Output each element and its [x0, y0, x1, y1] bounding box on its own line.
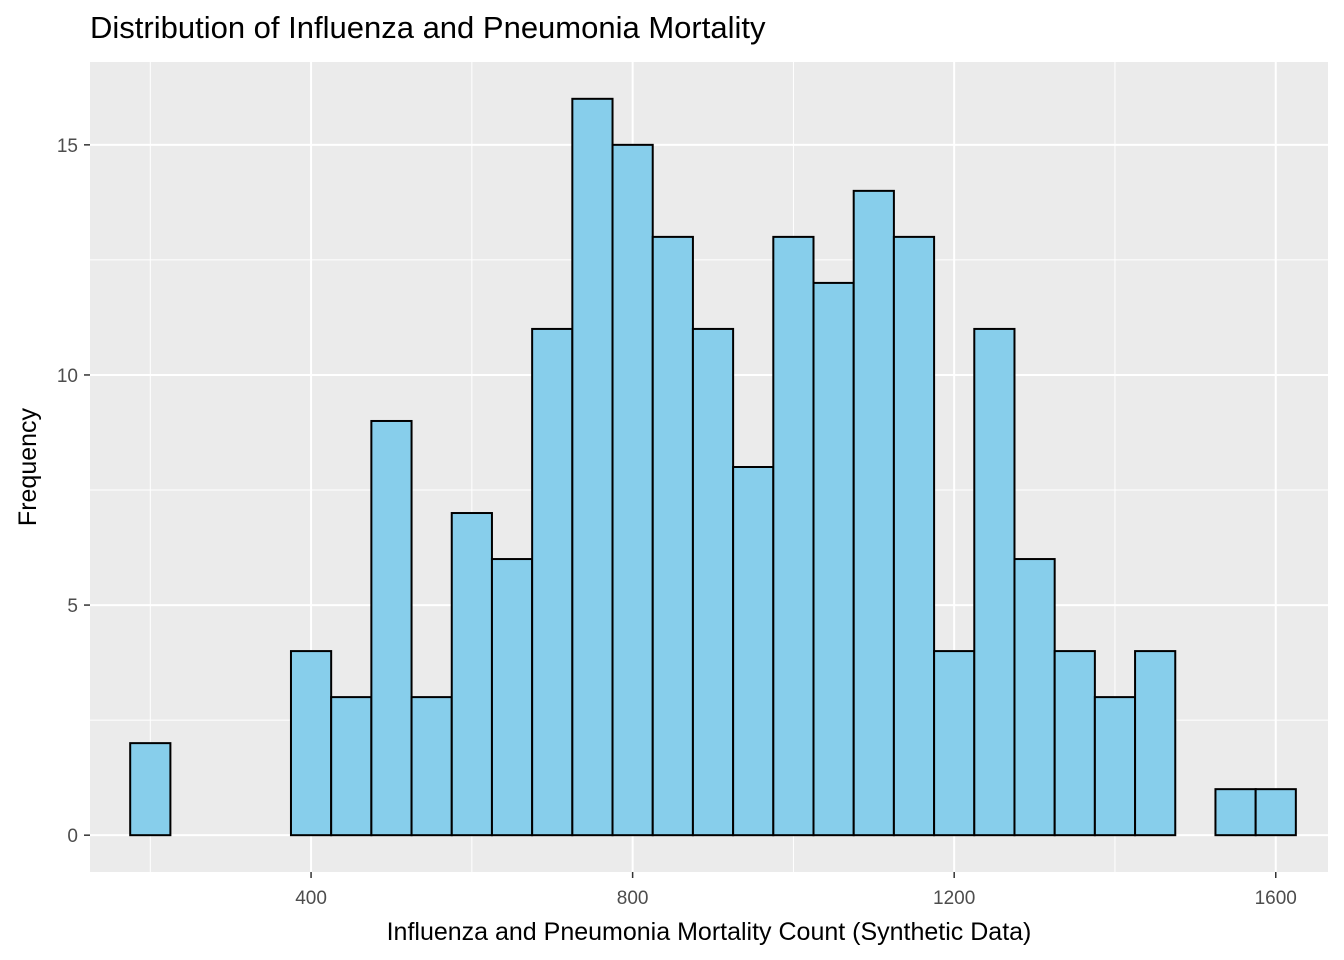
histogram-bar-14	[691, 327, 735, 837]
histogram-bar-20	[933, 650, 976, 837]
y-axis-title: Frequency	[14, 407, 42, 526]
histogram-bar-24	[1093, 696, 1137, 837]
y-tick-label: 15	[57, 136, 78, 157]
histogram-bar-27	[1214, 788, 1257, 837]
histogram-bar-5	[330, 696, 373, 837]
histogram-bar-4	[289, 650, 333, 837]
chart-title: Distribution of Influenza and Pneumonia …	[90, 10, 766, 45]
x-tick-label: 1200	[933, 888, 975, 909]
histogram-bar-17	[812, 281, 855, 837]
histogram-bar-13	[651, 235, 694, 837]
histogram-bar-18	[852, 189, 895, 837]
x-axis-title: Influenza and Pneumonia Mortality Count …	[387, 918, 1032, 946]
y-tick-label: 5	[67, 596, 78, 617]
histogram-bars	[129, 97, 1297, 837]
histogram-bar-11	[571, 97, 614, 837]
histogram-bar-21	[973, 327, 1016, 837]
y-tick-label: 0	[67, 826, 78, 847]
histogram-bar-23	[1053, 650, 1096, 837]
histogram-bar-19	[892, 235, 936, 837]
x-tick-label: 800	[617, 888, 649, 909]
histogram-bar-6	[370, 419, 413, 837]
histogram-bar-7	[410, 696, 453, 837]
histogram-bar-12	[611, 143, 654, 837]
histogram-bar-10	[531, 327, 574, 837]
histogram-bar-0	[129, 742, 172, 837]
histogram-bar-15	[732, 466, 775, 837]
histogram-bar-25	[1134, 650, 1177, 837]
axis-ticks	[84, 144, 1277, 878]
histogram-bar-8	[450, 512, 493, 837]
histogram-bar-16	[772, 235, 815, 837]
histogram-bar-9	[490, 558, 534, 837]
histogram-bar-22	[1013, 558, 1056, 837]
y-tick-label: 10	[57, 366, 78, 387]
y-axis-tick-labels: 0 5 10 15	[57, 136, 78, 847]
x-tick-label: 400	[295, 888, 327, 909]
x-tick-label: 1600	[1255, 888, 1297, 909]
histogram-bar-28	[1254, 788, 1297, 837]
x-axis-tick-labels: 400 800 1200 1600	[295, 888, 1297, 909]
